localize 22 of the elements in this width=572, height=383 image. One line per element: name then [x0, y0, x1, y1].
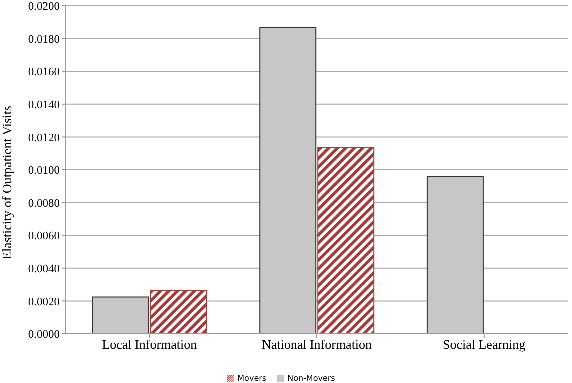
x-tick-label: Local Information: [102, 337, 198, 352]
bar: [260, 26, 317, 334]
bar: [426, 176, 484, 334]
x-tick-label: National Information: [262, 337, 373, 352]
y-tick-label: 0.0060: [28, 230, 60, 243]
y-tick-label: 0.0200: [28, 1, 60, 14]
y-tick-label: 0.0080: [28, 198, 60, 210]
bar: [92, 296, 150, 334]
y-tick-label: 0.0000: [28, 329, 60, 342]
y-tick-label: 0.0040: [28, 263, 60, 276]
x-tick-label: Social Learning: [442, 337, 526, 352]
bar: [150, 290, 208, 334]
y-tick-label: 0.0160: [28, 66, 60, 79]
legend-label: Non-Movers: [288, 374, 336, 383]
y-axis-title: Elasticity of Outpatient Visits: [0, 106, 15, 260]
y-tick-label: 0.0180: [28, 34, 60, 46]
bar: [318, 147, 375, 334]
y-tick-label: 0.0140: [28, 99, 60, 112]
y-tick-label: 0.0020: [28, 296, 60, 308]
legend-label: Movers: [238, 374, 267, 383]
y-tick-label: 0.0100: [28, 165, 60, 178]
y-tick-label: 0.0120: [28, 132, 60, 144]
